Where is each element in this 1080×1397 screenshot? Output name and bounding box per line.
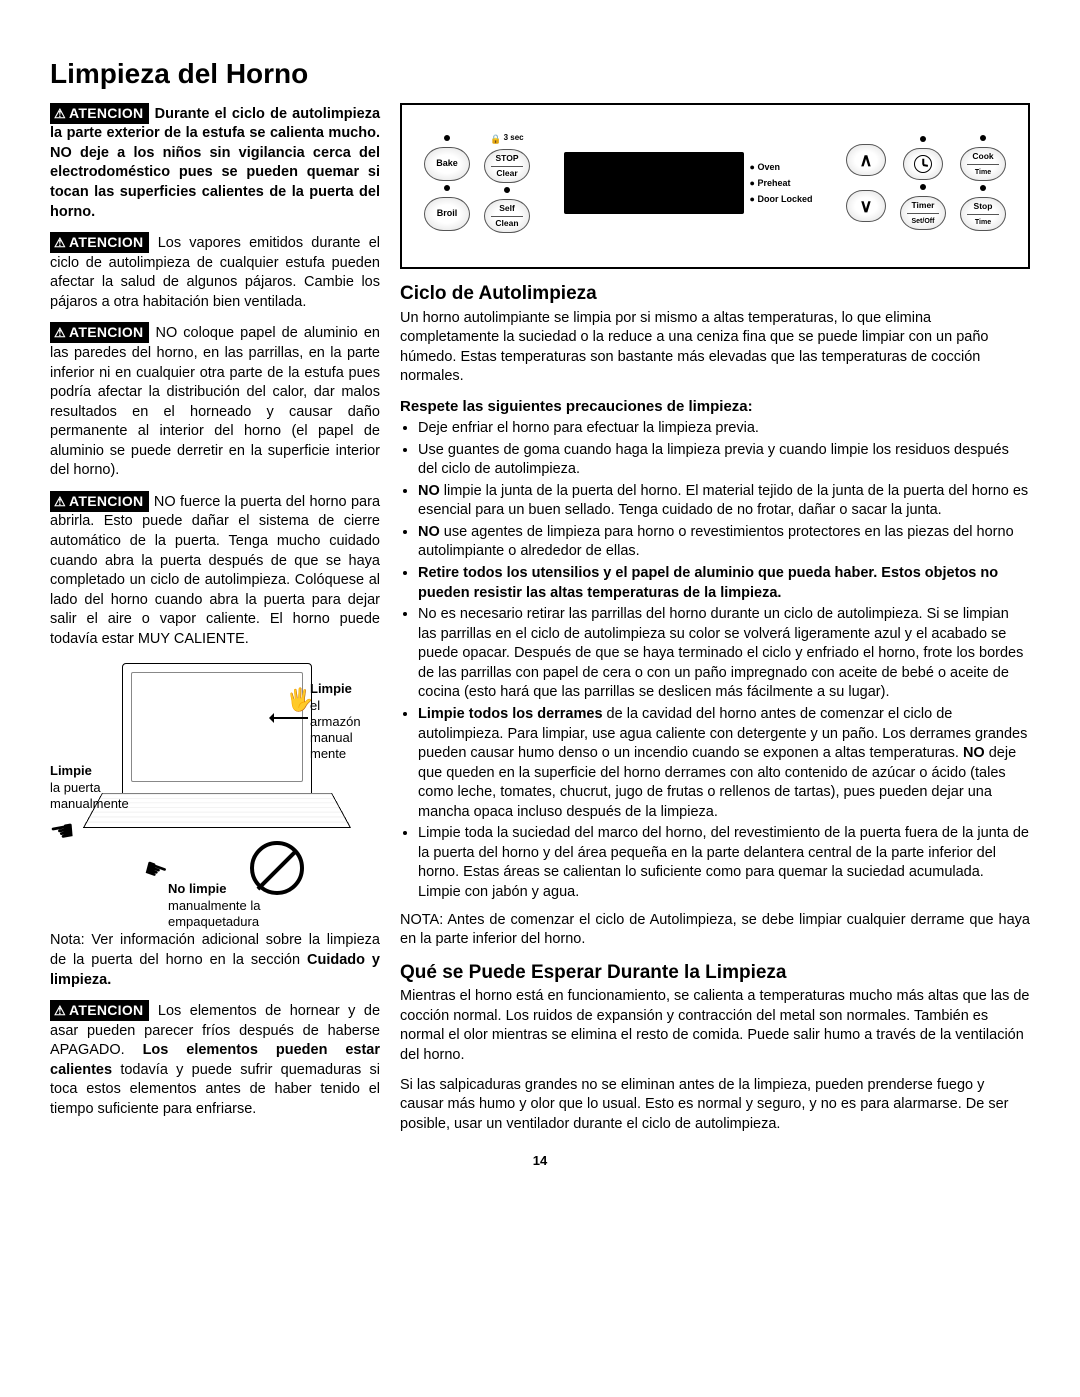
lock-icon: 🔒	[490, 133, 501, 145]
warning-4: ATENCION NO fuerce la puerta del horno p…	[50, 491, 380, 650]
list-item: Retire todos los utensilios y el papel d…	[418, 564, 1030, 603]
broil-button: Broil	[424, 197, 470, 231]
atencion-badge: ATENCION	[50, 232, 149, 253]
diagram-label-door: Limpiela puerta manualmente	[50, 763, 150, 812]
nota-right: NOTA: Antes de comenzar el ciclo de Auto…	[400, 911, 1030, 950]
atencion-badge: ATENCION	[50, 1000, 149, 1021]
oven-display	[564, 152, 744, 214]
stop-time-button: StopTime	[960, 197, 1006, 231]
right-column: Bake Broil 🔒3 sec STOPClear SelfClean	[400, 103, 1030, 1144]
diagram-label-frame: Limpie el armazón manual mente	[310, 681, 370, 762]
atencion-badge: ATENCION	[50, 103, 149, 124]
diagram-label-gasket: No limpiemanualmente la empaquetadura	[168, 881, 308, 930]
precautions-list: Deje enfriar el horno para efectuar la l…	[400, 419, 1030, 903]
autolimpieza-intro: Un horno autolimpiante se limpia por si …	[400, 309, 1030, 387]
timer-button: TimerSet/Off	[900, 196, 946, 230]
hand-clean-icon: ☚	[47, 812, 78, 854]
section-title-autolimpieza: Ciclo de Autolimpieza	[400, 281, 1030, 307]
precautions-heading: Respete las siguientes precauciones de l…	[400, 397, 1030, 417]
list-item: Deje enfriar el horno para efectuar la l…	[418, 419, 1030, 439]
clock-icon	[914, 155, 932, 173]
up-arrow-button: ∧	[846, 144, 886, 176]
page-title: Limpieza del Horno	[50, 55, 1030, 93]
self-clean-button: SelfClean	[484, 199, 530, 233]
page-number: 14	[50, 1152, 1030, 1170]
list-item: NO use agentes de limpieza para horno o …	[418, 523, 1030, 562]
list-item: Limpie toda la suciedad del marco del ho…	[418, 824, 1030, 902]
clock-button	[903, 148, 943, 180]
cook-time 7time-button: CookTime	[960, 147, 1006, 181]
esperar-p2: Si las salpicaduras grandes no se elimin…	[400, 1076, 1030, 1135]
atencion-badge: ATENCION	[50, 322, 149, 343]
list-item: No es necesario retirar las parrillas de…	[418, 605, 1030, 703]
control-panel-diagram: Bake Broil 🔒3 sec STOPClear SelfClean	[400, 103, 1030, 269]
warning-2: ATENCION Los vapores emitidos durante el…	[50, 232, 380, 312]
warning-3: ATENCION NO coloque papel de aluminio en…	[50, 322, 380, 481]
list-item: Limpie todos los derrames de la cavidad …	[418, 705, 1030, 822]
down-arrow-button: ∨	[846, 190, 886, 222]
stop-clear-button: STOPClear	[484, 149, 530, 183]
esperar-p1: Mientras el horno está en funcionamiento…	[400, 987, 1030, 1065]
lock-time-label: 3 sec	[504, 133, 524, 144]
list-item: Use guantes de goma cuando haga la limpi…	[418, 441, 1030, 480]
left-column: ATENCION Durante el ciclo de autolimpiez…	[50, 103, 380, 1144]
warning-5: ATENCION Los elementos de hornear y de a…	[50, 1000, 380, 1119]
section-title-esperar: Qué se Puede Esperar Durante la Limpieza	[400, 960, 1030, 986]
atencion-badge: ATENCION	[50, 491, 149, 512]
list-item: NO limpie la junta de la puerta del horn…	[418, 482, 1030, 521]
status-indicators: Oven Preheat Door Locked	[750, 161, 813, 205]
warning-1: ATENCION Durante el ciclo de autolimpiez…	[50, 103, 380, 222]
bake-button: Bake	[424, 147, 470, 181]
oven-diagram: 🖐 ☚ ☛ Limpie el armazón manual mente Lim…	[50, 663, 360, 923]
note-left: Nota: Ver información adicional sobre la…	[50, 931, 380, 990]
